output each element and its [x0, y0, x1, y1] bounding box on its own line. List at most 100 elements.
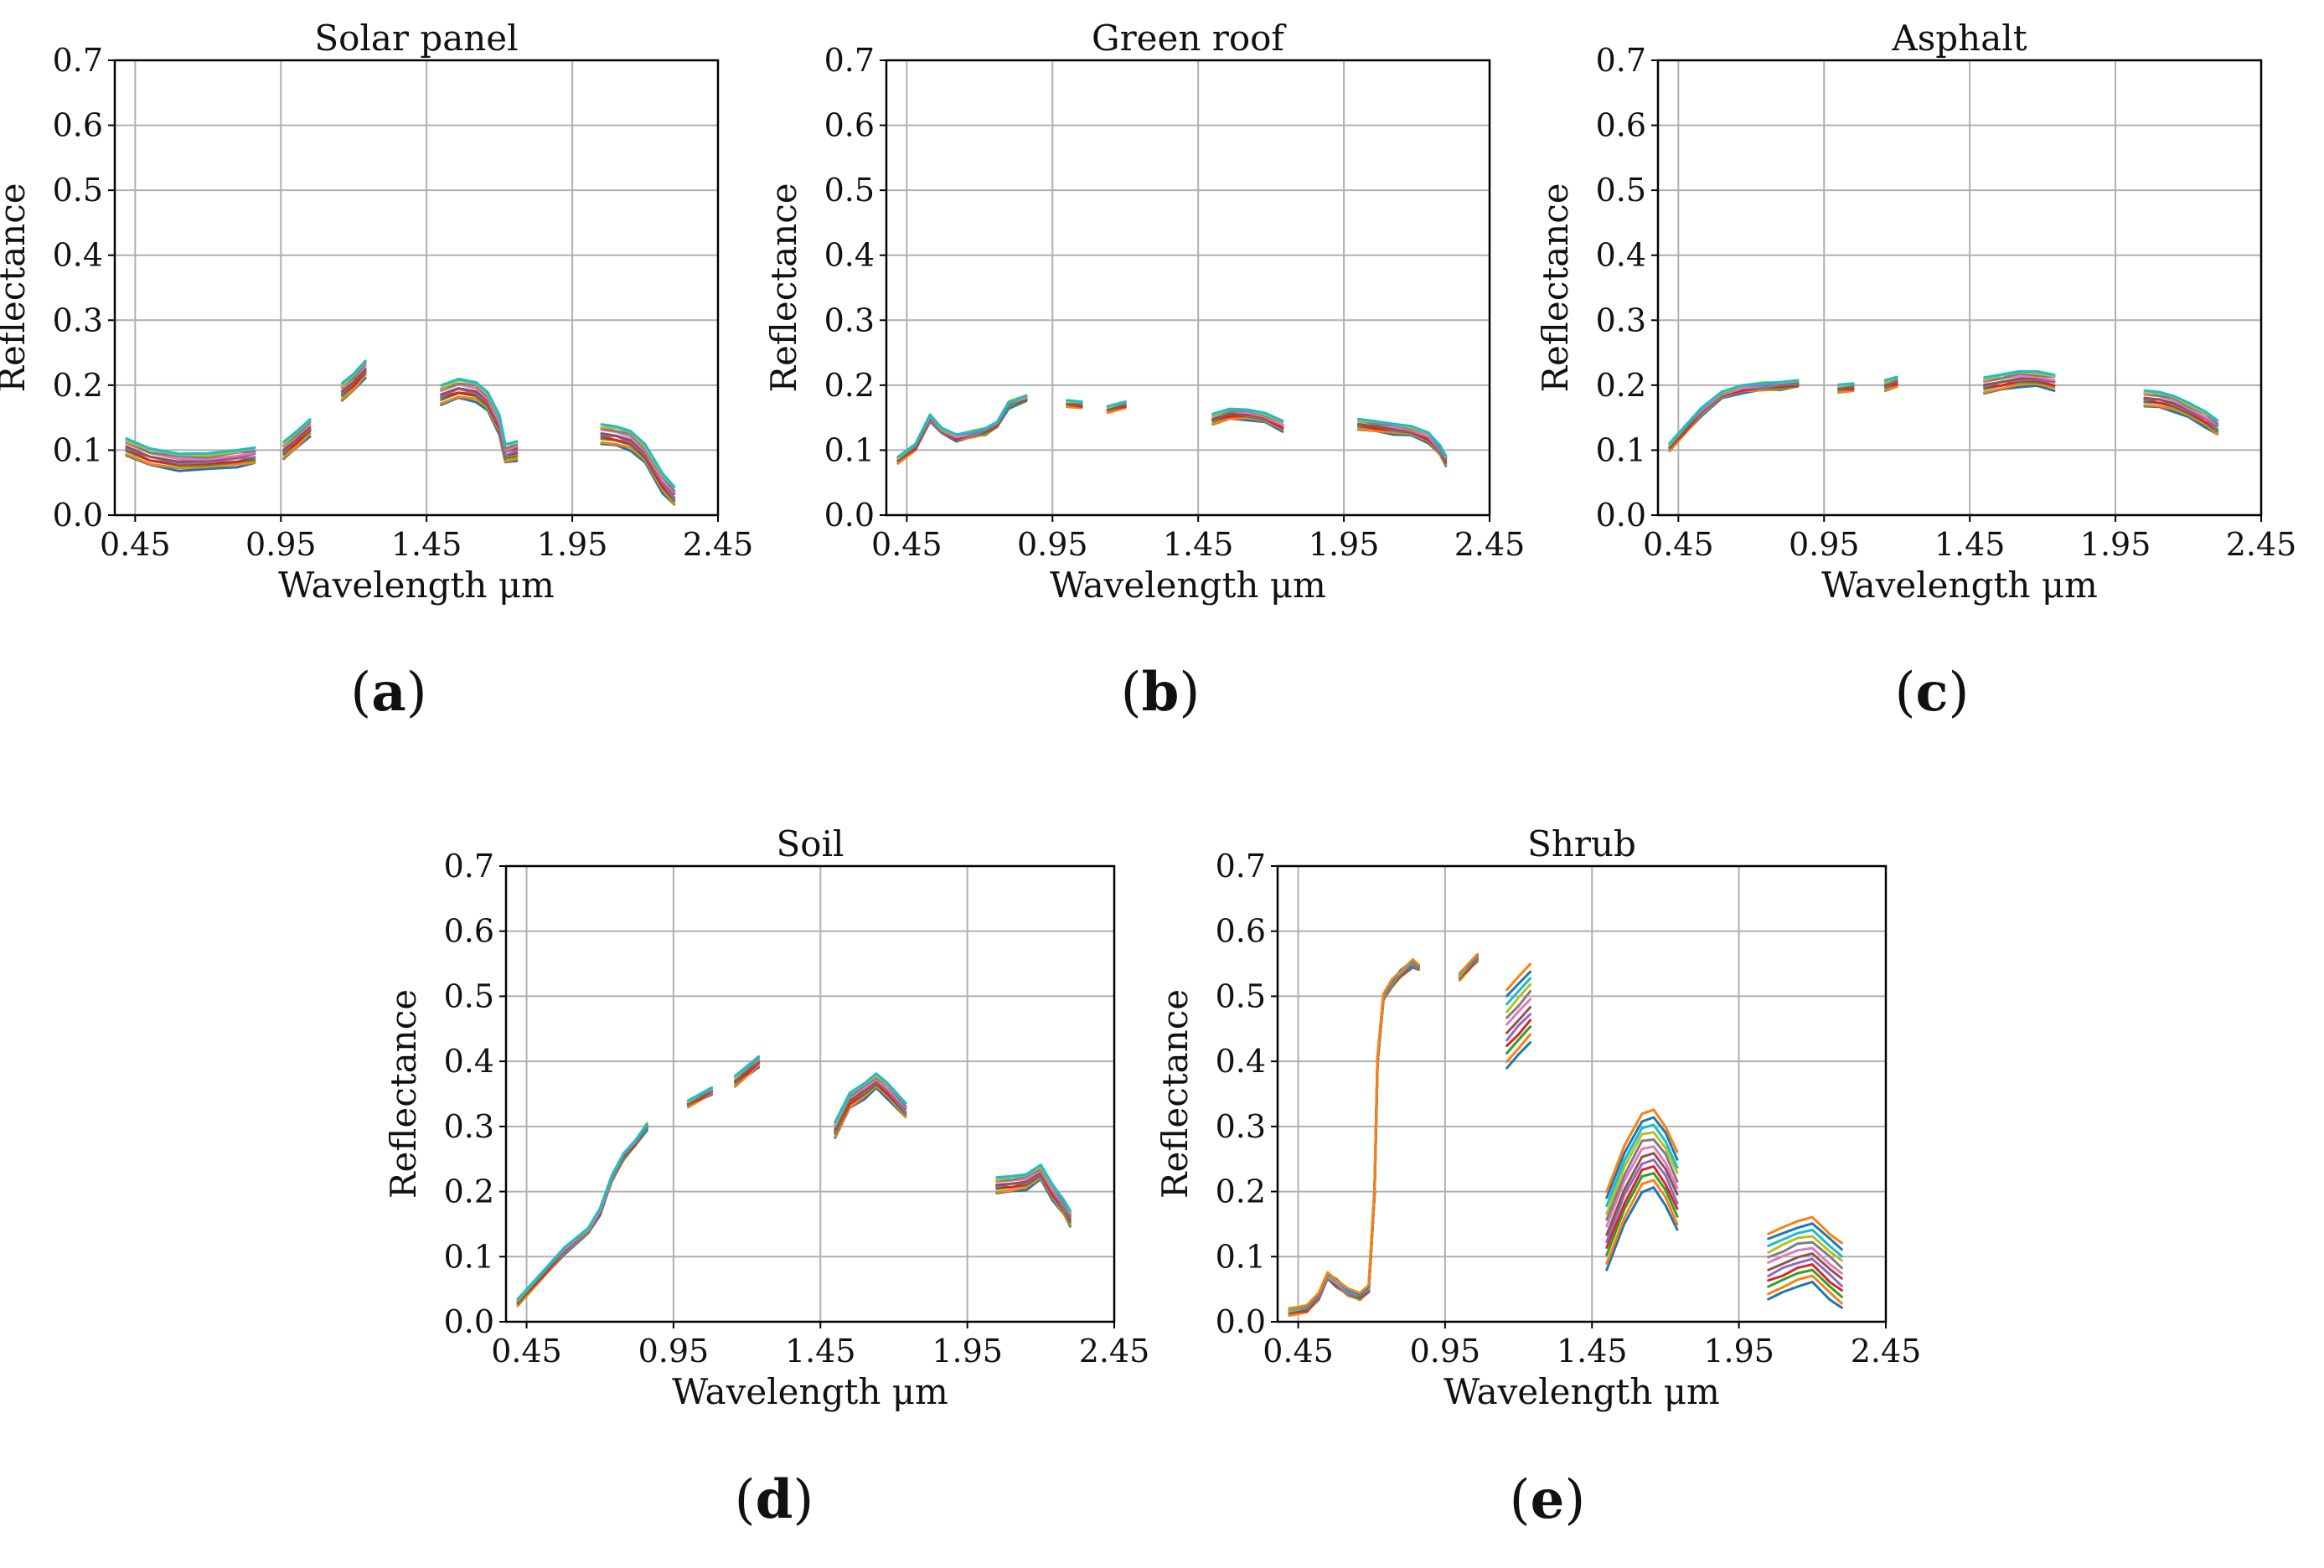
spectrum-curve-10-segment-3: [734, 1055, 761, 1077]
spectrum-curve-10-segment-1: [516, 1122, 648, 1301]
x-axis-label: Wavelength μm: [1443, 1371, 1720, 1412]
spectrum-curve-10-segment-1: [1668, 379, 1800, 445]
spectrum-curve-4-segment-5: [1767, 1263, 1843, 1292]
spectrum-curve-10-segment-3: [340, 359, 367, 385]
y-axis-label: Reflectance: [1154, 989, 1196, 1199]
y-tick-label: 0.2: [53, 367, 103, 404]
chart-title: Soil: [777, 823, 844, 864]
panel-label-a: (a): [350, 661, 426, 724]
spectrum-curve-11-segment-3: [1505, 970, 1532, 998]
spectrum-curve-2-segment-5: [2143, 404, 2219, 436]
x-tick-label: 0.45: [871, 526, 943, 563]
spectrum-curve-8-segment-4: [1605, 1138, 1679, 1221]
x-tick-label: 2.45: [2226, 526, 2297, 563]
x-axis-label: Wavelength μm: [1050, 565, 1326, 606]
spectrum-curve-10-segment-4: [440, 377, 519, 446]
spectrum-curve-6-segment-3: [734, 1060, 761, 1082]
spectrum-curve-8-segment-4: [1983, 372, 2056, 382]
chart-title: Solar panel: [314, 18, 518, 59]
y-tick-label: 0.2: [1216, 1173, 1266, 1210]
spectrum-curve-10-segment-3: [1505, 977, 1532, 1006]
chart-title: Shrub: [1527, 823, 1636, 864]
spectrum-curve-10-segment-5: [995, 1163, 1072, 1212]
y-axis-label: Reflectance: [763, 183, 804, 392]
spectrum-curve-10-segment-4: [1211, 407, 1284, 422]
y-tick-label: 0.4: [1596, 237, 1646, 274]
spectrum-curve-2-segment-4: [1605, 1179, 1679, 1265]
x-axis-label: Wavelength μm: [672, 1371, 948, 1412]
spectrum-curve-2-segment-2: [1837, 389, 1855, 394]
x-tick-label: 2.45: [1079, 1333, 1150, 1369]
spectrum-curve-6-segment-3: [1106, 404, 1127, 411]
spectrum-curve-1-segment-5: [1767, 1280, 1843, 1309]
spectrum-curve-7-segment-5: [1767, 1246, 1843, 1275]
spectral-curves: [896, 394, 1448, 467]
plot-area: [1278, 866, 1886, 1322]
panel-label-c-letter: c: [1916, 661, 1949, 724]
spectrum-curve-10-segment-5: [600, 423, 676, 488]
spectrum-curve-2-segment-3: [1883, 385, 1898, 392]
x-tick-label: 1.45: [391, 526, 462, 563]
spectral-curves: [1668, 369, 2219, 452]
panel-solar-panel: 0.45 0.95 1.45 1.95 2.45 0.0 0.1 0.2 0.3 0.4 0.5 0.…: [0, 18, 753, 606]
spectrum-curve-10-segment-5: [1357, 417, 1448, 457]
spectrum-curve-10-segment-4: [1605, 1123, 1679, 1208]
y-tick-label: 0.1: [824, 431, 875, 468]
y-tick-label: 0.7: [1596, 42, 1646, 79]
spectrum-curve-4-segment-3: [1505, 1019, 1532, 1047]
x-tick-label: 0.45: [1643, 526, 1714, 563]
axes-frame: [113, 59, 720, 517]
x-tick-label: 1.45: [785, 1333, 856, 1369]
panel-label-e-letter: e: [1531, 1468, 1565, 1531]
y-tick-label: 0.0: [444, 1303, 494, 1340]
plot-area: [886, 60, 1490, 515]
y-tick-label: 0.3: [53, 302, 103, 338]
spectrum-curve-6-segment-2: [282, 426, 312, 451]
y-tick-label: 0.7: [53, 42, 103, 79]
y-tick-label: 0.2: [1596, 367, 1646, 404]
spectrum-curve-6-segment-2: [1066, 402, 1083, 407]
spectrum-curve-12-segment-5: [1767, 1215, 1843, 1245]
y-tick-label: 0.3: [1216, 1108, 1266, 1145]
panel-label-d-letter: d: [756, 1468, 793, 1531]
y-tick-label: 0.6: [1596, 107, 1646, 144]
y-tick-label: 0.6: [53, 107, 103, 144]
spectrum-curve-2-segment-5: [1767, 1274, 1843, 1305]
y-axis-label: Reflectance: [383, 989, 424, 1199]
x-tick-label: 2.45: [1851, 1333, 1922, 1369]
spectrum-curve-11-segment-4: [1605, 1116, 1679, 1199]
y-tick-label: 0.7: [444, 848, 494, 885]
panel-label-c: (c): [1895, 661, 1970, 724]
axes-frame: [504, 864, 1116, 1323]
spectrum-curve-2-segment-2: [1066, 405, 1083, 410]
y-tick-label: 0.5: [444, 977, 494, 1014]
x-tick-label: 2.45: [683, 526, 754, 563]
x-tick-label: 1.45: [1557, 1333, 1628, 1369]
spectrum-curve-10-segment-1: [125, 437, 256, 456]
spectral-curves: [516, 1055, 1072, 1308]
spectrum-curve-7-segment-4: [1605, 1145, 1679, 1228]
panel-asphalt: 0.45 0.95 1.45 1.95 2.45 0.0 0.1 0.2 0.3 0.4 0.5 0.…: [1535, 18, 2296, 606]
y-tick-label: 0.0: [53, 497, 103, 534]
x-tick-label: 0.45: [1263, 1333, 1334, 1369]
spectrum-curve-9-segment-4: [1605, 1131, 1679, 1215]
spectrum-curve-10-segment-2: [282, 418, 312, 443]
spectrum-curve-4-segment-4: [1605, 1165, 1679, 1249]
y-tick-label: 0.6: [444, 913, 494, 950]
x-tick-label: 0.95: [638, 1333, 710, 1369]
spectrum-curve-6-segment-2: [686, 1090, 713, 1106]
spectrum-curve-6-segment-5: [1767, 1252, 1843, 1280]
spectrum-curve-2-segment-2: [282, 432, 312, 459]
spectrum-curve-10-segment-5: [2143, 389, 2219, 422]
spectrum-curve-12-segment-4: [1605, 1108, 1679, 1194]
x-tick-label: 0.95: [1789, 526, 1860, 563]
y-tick-label: 0.6: [824, 107, 875, 144]
y-tick-label: 0.5: [824, 172, 875, 209]
y-axis-label: Reflectance: [0, 183, 33, 392]
x-tick-label: 1.95: [537, 526, 608, 563]
spectrum-curve-6-segment-3: [340, 367, 367, 393]
x-axis-label: Wavelength μm: [278, 565, 555, 606]
y-tick-label: 0.0: [1596, 497, 1646, 534]
spectrum-curve-10-segment-2: [686, 1086, 713, 1102]
